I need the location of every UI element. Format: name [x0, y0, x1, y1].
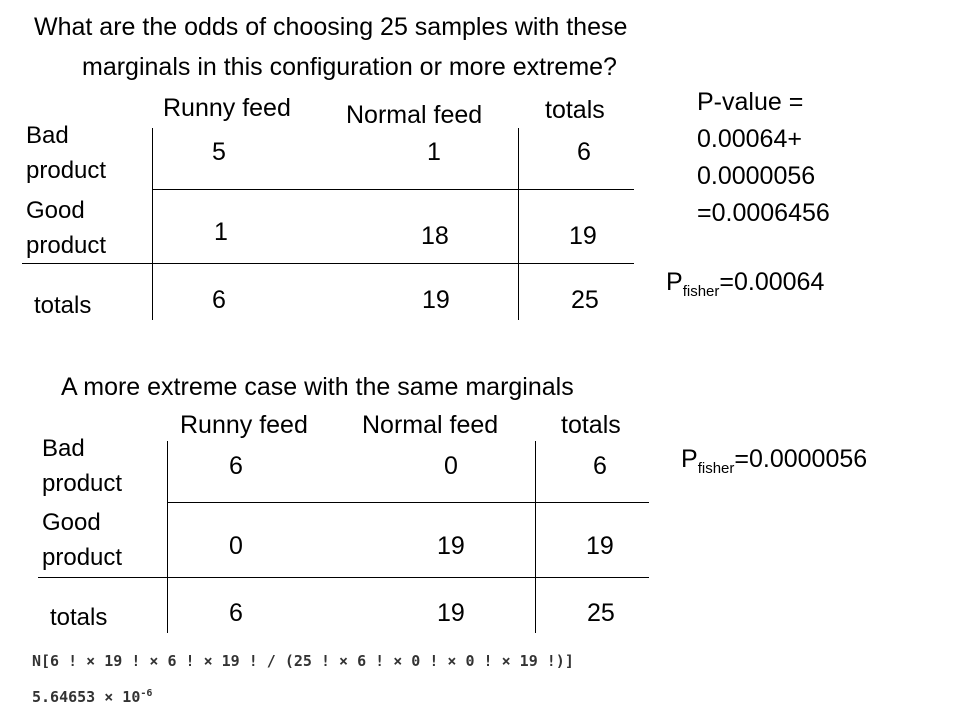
col-header-runny-feed: Runny feed — [163, 94, 291, 122]
table-cell: 6 — [577, 138, 591, 166]
table-cell: 1 — [427, 138, 441, 166]
table-cell: 0 — [229, 532, 243, 560]
p-value-sum: P-value = 0.00064+ 0.0000056 =0.0006456 — [697, 88, 830, 227]
table-cell: 25 — [587, 599, 615, 627]
table-1-rule-1 — [152, 189, 634, 190]
table-cell: 0 — [444, 452, 458, 480]
question-line-2: marginals in this configuration or more … — [82, 53, 617, 81]
p-fisher-1: Pfisher=0.00064 — [666, 268, 825, 300]
row-label-totals: totals — [34, 292, 92, 319]
col-header-totals: totals — [545, 96, 605, 124]
table-2-rule-1 — [167, 502, 649, 503]
table-cell: 6 — [229, 452, 243, 480]
table-cell: 6 — [593, 452, 607, 480]
table-cell: 6 — [212, 286, 226, 314]
table-cell: 18 — [421, 222, 449, 250]
table-1-divider-left — [152, 128, 153, 320]
math-input: N[6 ! × 19 ! × 6 ! × 19 ! / (25 ! × 6 ! … — [32, 652, 574, 670]
question-line-1: What are the odds of choosing 25 samples… — [34, 13, 628, 41]
col-header-totals: totals — [561, 411, 621, 439]
extreme-case-heading: A more extreme case with the same margin… — [61, 373, 574, 401]
table-cell: 19 — [437, 599, 465, 627]
table-cell: 19 — [569, 222, 597, 250]
table-2-divider-left — [167, 441, 168, 633]
row-label-good-product: Good product — [26, 197, 107, 259]
table-cell: 1 — [214, 218, 228, 246]
table-cell: 19 — [422, 286, 450, 314]
math-output: 5.64653 × 10-6 — [32, 688, 153, 706]
table-cell: 6 — [229, 599, 243, 627]
table-cell: 5 — [212, 138, 226, 166]
table-2-rule-2 — [38, 577, 649, 578]
table-2-divider-right — [535, 441, 536, 633]
row-label-totals: totals — [50, 604, 108, 631]
table-cell: 19 — [437, 532, 465, 560]
col-header-normal-feed: Normal feed — [362, 411, 499, 439]
row-label-bad-product: Bad product — [42, 435, 123, 497]
col-header-runny-feed: Runny feed — [180, 411, 308, 439]
row-label-good-product: Good product — [42, 509, 123, 571]
table-cell: 25 — [571, 286, 599, 314]
col-header-normal-feed: Normal feed — [346, 101, 483, 129]
row-label-bad-product: Bad product — [26, 122, 107, 184]
p-fisher-2: Pfisher=0.0000056 — [681, 445, 868, 477]
table-1-rule-2 — [22, 263, 634, 264]
table-cell: 19 — [586, 532, 614, 560]
table-1-divider-right — [518, 128, 519, 320]
